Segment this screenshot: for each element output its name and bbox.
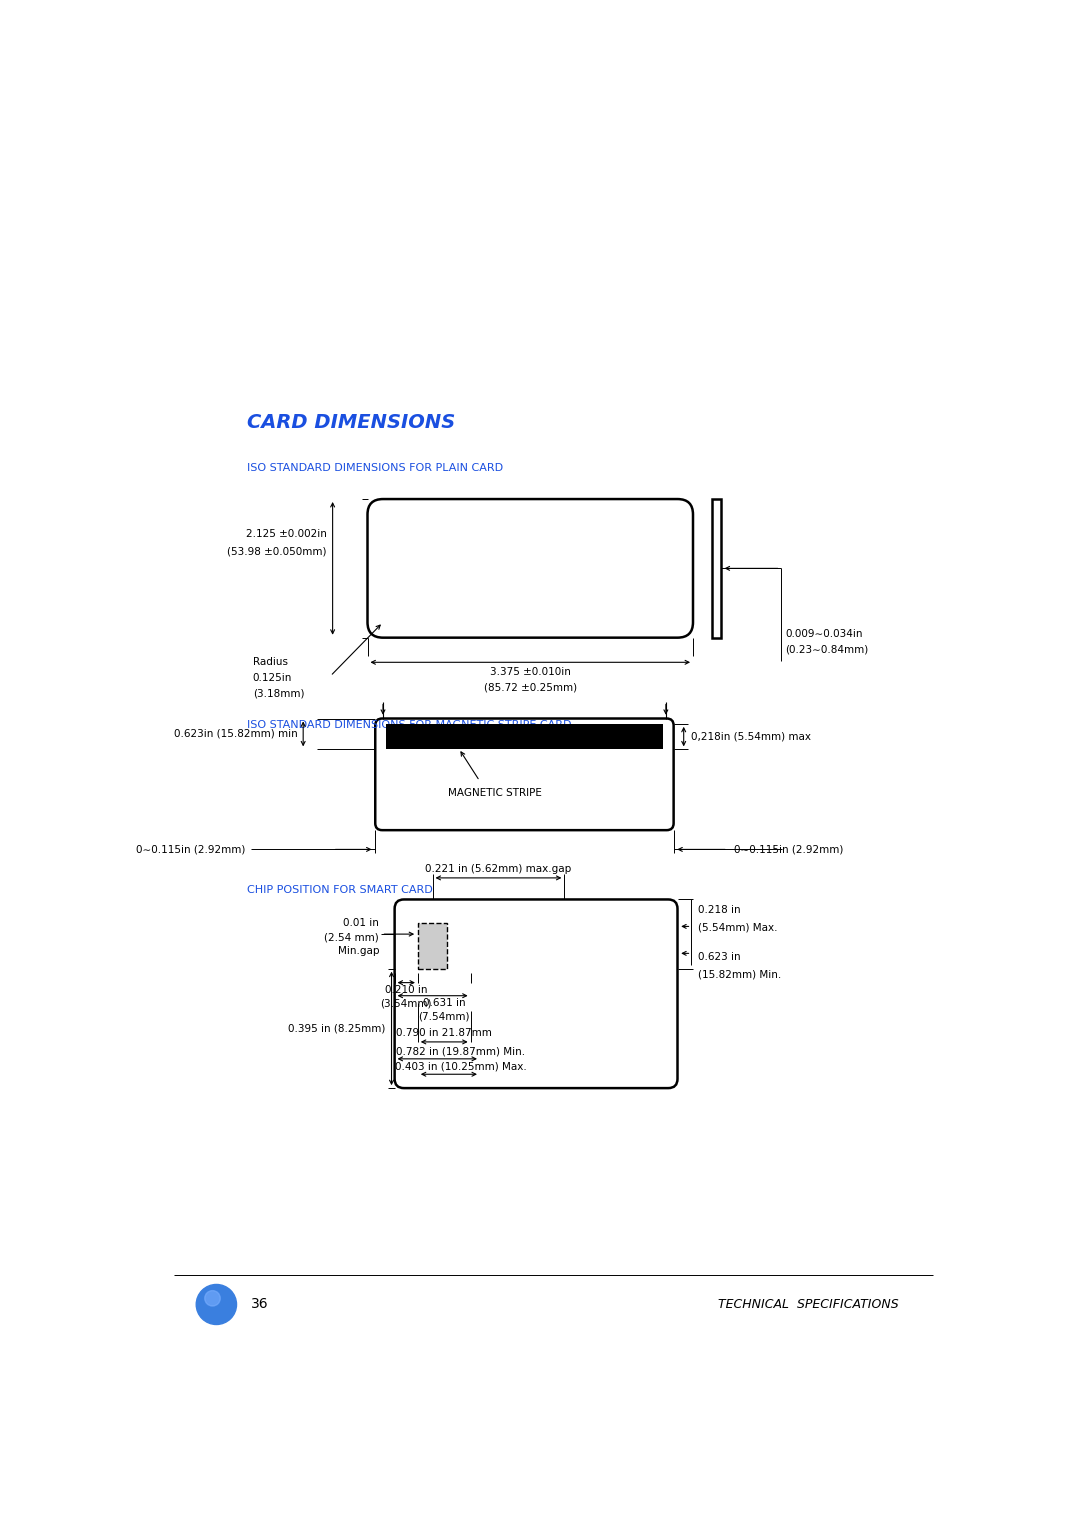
Text: (3.54mm): (3.54mm): [380, 998, 432, 1008]
Circle shape: [205, 1291, 220, 1306]
Text: Radius: Radius: [253, 657, 287, 668]
Text: (2.54 mm): (2.54 mm): [324, 932, 379, 943]
FancyBboxPatch shape: [394, 900, 677, 1088]
Text: CARD DIMENSIONS: CARD DIMENSIONS: [247, 413, 456, 431]
Text: 0.221 in (5.62mm) max.gap: 0.221 in (5.62mm) max.gap: [426, 863, 571, 874]
Text: ISO STANDARD DIMENSIONS FOR MAGNETIC STRIPE CARD: ISO STANDARD DIMENSIONS FOR MAGNETIC STR…: [247, 720, 572, 730]
Text: 0.218 in: 0.218 in: [698, 905, 740, 915]
Text: MAGNETIC STRIPE: MAGNETIC STRIPE: [448, 788, 541, 798]
Text: 0.395 in (8.25mm): 0.395 in (8.25mm): [288, 1024, 386, 1033]
Text: 0.403 in (10.25mm) Max.: 0.403 in (10.25mm) Max.: [394, 1062, 526, 1071]
Text: ISO STANDARD DIMENSIONS FOR PLAIN CARD: ISO STANDARD DIMENSIONS FOR PLAIN CARD: [247, 463, 503, 474]
FancyBboxPatch shape: [375, 718, 674, 830]
Text: 0,218in (5.54mm) max: 0,218in (5.54mm) max: [691, 732, 811, 741]
Text: 0.782 in (19.87mm) Min.: 0.782 in (19.87mm) Min.: [396, 1047, 525, 1056]
Text: 0∼0.115in (2.92mm): 0∼0.115in (2.92mm): [136, 845, 245, 854]
Text: (15.82mm) Min.: (15.82mm) Min.: [698, 969, 781, 979]
Text: 0.790 in 21.87mm: 0.790 in 21.87mm: [396, 1028, 492, 1038]
Bar: [387, 724, 663, 749]
Text: Min.gap: Min.gap: [338, 946, 379, 957]
Circle shape: [197, 1285, 237, 1325]
Text: 2.125 ±0.002in: 2.125 ±0.002in: [245, 529, 326, 539]
Text: 36: 36: [252, 1297, 269, 1311]
Text: TECHNICAL  SPECIFICATIONS: TECHNICAL SPECIFICATIONS: [718, 1297, 899, 1311]
Text: 0.01 in: 0.01 in: [343, 918, 379, 929]
Bar: [418, 923, 447, 969]
Text: 0.210 in: 0.210 in: [384, 986, 428, 995]
Text: 0.623in (15.82mm) min: 0.623in (15.82mm) min: [174, 729, 298, 740]
Text: (3.18mm): (3.18mm): [253, 688, 305, 698]
Text: 0.631 in: 0.631 in: [423, 998, 465, 1008]
Text: 0.125in: 0.125in: [253, 672, 293, 683]
Text: 0.009∼0.034in: 0.009∼0.034in: [785, 630, 863, 639]
Text: CHIP POSITION FOR SMART CARD: CHIP POSITION FOR SMART CARD: [247, 885, 433, 895]
Text: 0∼0.115in (2.92mm): 0∼0.115in (2.92mm): [734, 845, 843, 854]
FancyBboxPatch shape: [367, 500, 693, 637]
Text: (53.98 ±0.050mm): (53.98 ±0.050mm): [227, 547, 326, 556]
Text: 0.623 in: 0.623 in: [698, 952, 740, 963]
Text: 3.375 ±0.010in: 3.375 ±0.010in: [490, 668, 570, 677]
Text: (85.72 ±0.25mm): (85.72 ±0.25mm): [484, 683, 577, 692]
Bar: [713, 500, 721, 637]
Text: (5.54mm) Max.: (5.54mm) Max.: [698, 923, 778, 932]
Text: (0.23∼0.84mm): (0.23∼0.84mm): [785, 645, 868, 654]
Text: (7.54mm): (7.54mm): [418, 1012, 470, 1022]
